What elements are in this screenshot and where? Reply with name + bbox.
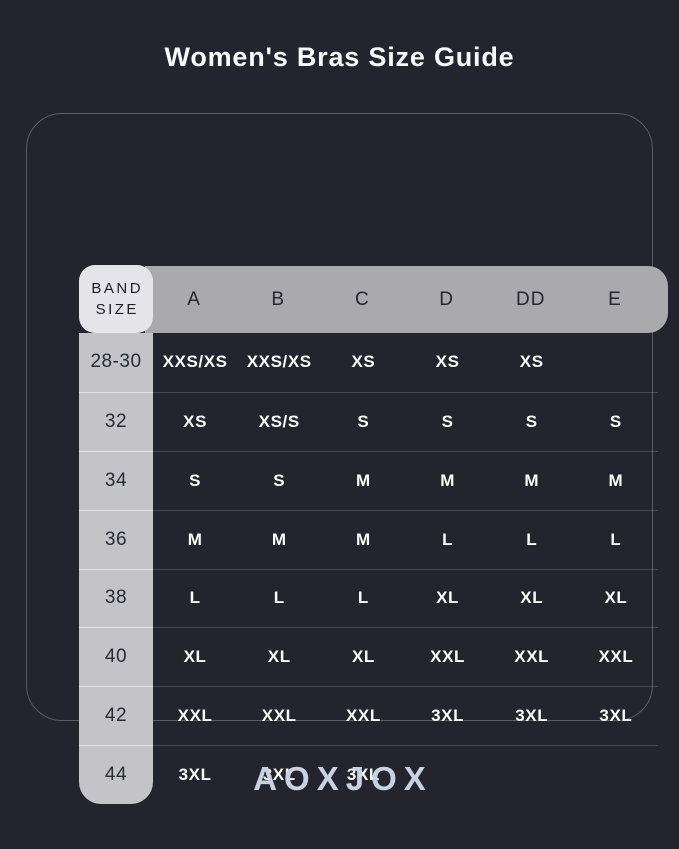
table-row: XL XL XL XXL XXL XXL [153, 627, 658, 686]
size-cell: L [610, 529, 622, 549]
size-cell: XL [604, 588, 628, 608]
cup-size-column-header: D [439, 288, 454, 310]
size-cell: S [357, 411, 370, 431]
brand-logo: AOXJOX [253, 760, 433, 797]
band-size-cell: 34 [79, 450, 153, 510]
size-cell: 3XL [346, 765, 380, 785]
band-size-column: 28-30 32 34 36 38 40 42 44 [79, 333, 153, 804]
size-cell: XS [351, 352, 376, 372]
band-size-cell: 40 [79, 627, 153, 686]
size-cell: XL [351, 647, 375, 667]
table-row: XXL XXL XXL 3XL 3XL 3XL [153, 686, 658, 745]
size-cell: XXL [261, 706, 297, 726]
size-cell: S [525, 411, 538, 431]
size-cell: S [189, 470, 202, 490]
size-cell: L [442, 529, 454, 549]
size-cell: 3XL [599, 706, 633, 726]
table-row: XXS/XS XXS/XS XS XS XS [153, 333, 658, 392]
size-cell: XS [435, 352, 460, 372]
page-title: Women's Bras Size Guide [164, 42, 515, 72]
size-guide-card: BAND SIZE A B C D DD E 28-30 32 34 36 38 40 42 44 XX… [26, 113, 668, 804]
size-cell: S [609, 411, 622, 431]
band-size-cell: 36 [79, 509, 153, 569]
size-cell: L [189, 588, 201, 608]
size-cell: XL [520, 588, 544, 608]
size-cell: M [524, 470, 540, 490]
size-cell: XL [183, 647, 207, 667]
table-row: L L L XL XL XL [153, 568, 658, 628]
size-cell: XXS/XS [162, 352, 228, 372]
band-size-cell: 42 [79, 686, 153, 745]
size-cell: M [271, 529, 287, 549]
size-cell: XS [519, 352, 544, 372]
cup-size-column-header: C [355, 288, 370, 310]
size-cell: M [608, 470, 624, 490]
size-cell: XL [436, 588, 460, 608]
size-table-body: XXS/XS XXS/XS XS XS XS XS XS/S S S S S S S M M M M M M M L L L… [153, 333, 658, 804]
band-size-corner-label: BAND SIZE [79, 265, 153, 333]
size-cell: XXS/XS [246, 352, 312, 372]
size-cell: 3XL [178, 765, 212, 785]
cup-size-header-row: A B C D DD E [152, 266, 657, 333]
cup-size-column-header: B [271, 288, 286, 310]
band-size-cell: 28-30 [90, 351, 142, 373]
size-cell: M [356, 470, 371, 490]
size-cell: L [357, 588, 369, 608]
size-cell: L [273, 588, 285, 608]
table-row: 3XL 3XL 3XL [153, 745, 658, 804]
size-cell [574, 333, 658, 392]
cup-size-header-bar [145, 266, 668, 333]
size-cell: 3XL [515, 706, 549, 726]
table-row: XS XS/S S S S S [153, 391, 658, 451]
size-cell: XS/S [258, 411, 300, 431]
band-size-cell: 32 [79, 391, 153, 451]
size-cell: XL [267, 647, 291, 667]
band-size-label-line2: SIZE [95, 301, 139, 318]
size-cell: S [273, 470, 286, 490]
size-cell: XXL [177, 706, 213, 726]
cup-size-column-header: A [187, 288, 201, 310]
band-size-label-line1: BAND [91, 280, 144, 297]
size-cell: M [187, 529, 203, 549]
size-cell: 3XL [431, 706, 465, 726]
size-cell: 3XL [262, 765, 296, 785]
size-cell: XXL [514, 647, 550, 667]
size-cell: M [356, 529, 371, 549]
size-cell: S [441, 411, 454, 431]
size-cell: M [440, 470, 455, 490]
size-cell: XXL [345, 706, 381, 726]
size-cell: L [526, 529, 538, 549]
band-size-cell: 38 [79, 568, 153, 628]
cup-size-column-header: DD [516, 288, 546, 310]
size-cell: XXL [598, 647, 634, 667]
size-cell: XS [183, 411, 208, 431]
cup-size-column-header: E [608, 288, 622, 310]
band-size-cell: 44 [79, 745, 153, 804]
size-cell: XXL [430, 647, 465, 667]
